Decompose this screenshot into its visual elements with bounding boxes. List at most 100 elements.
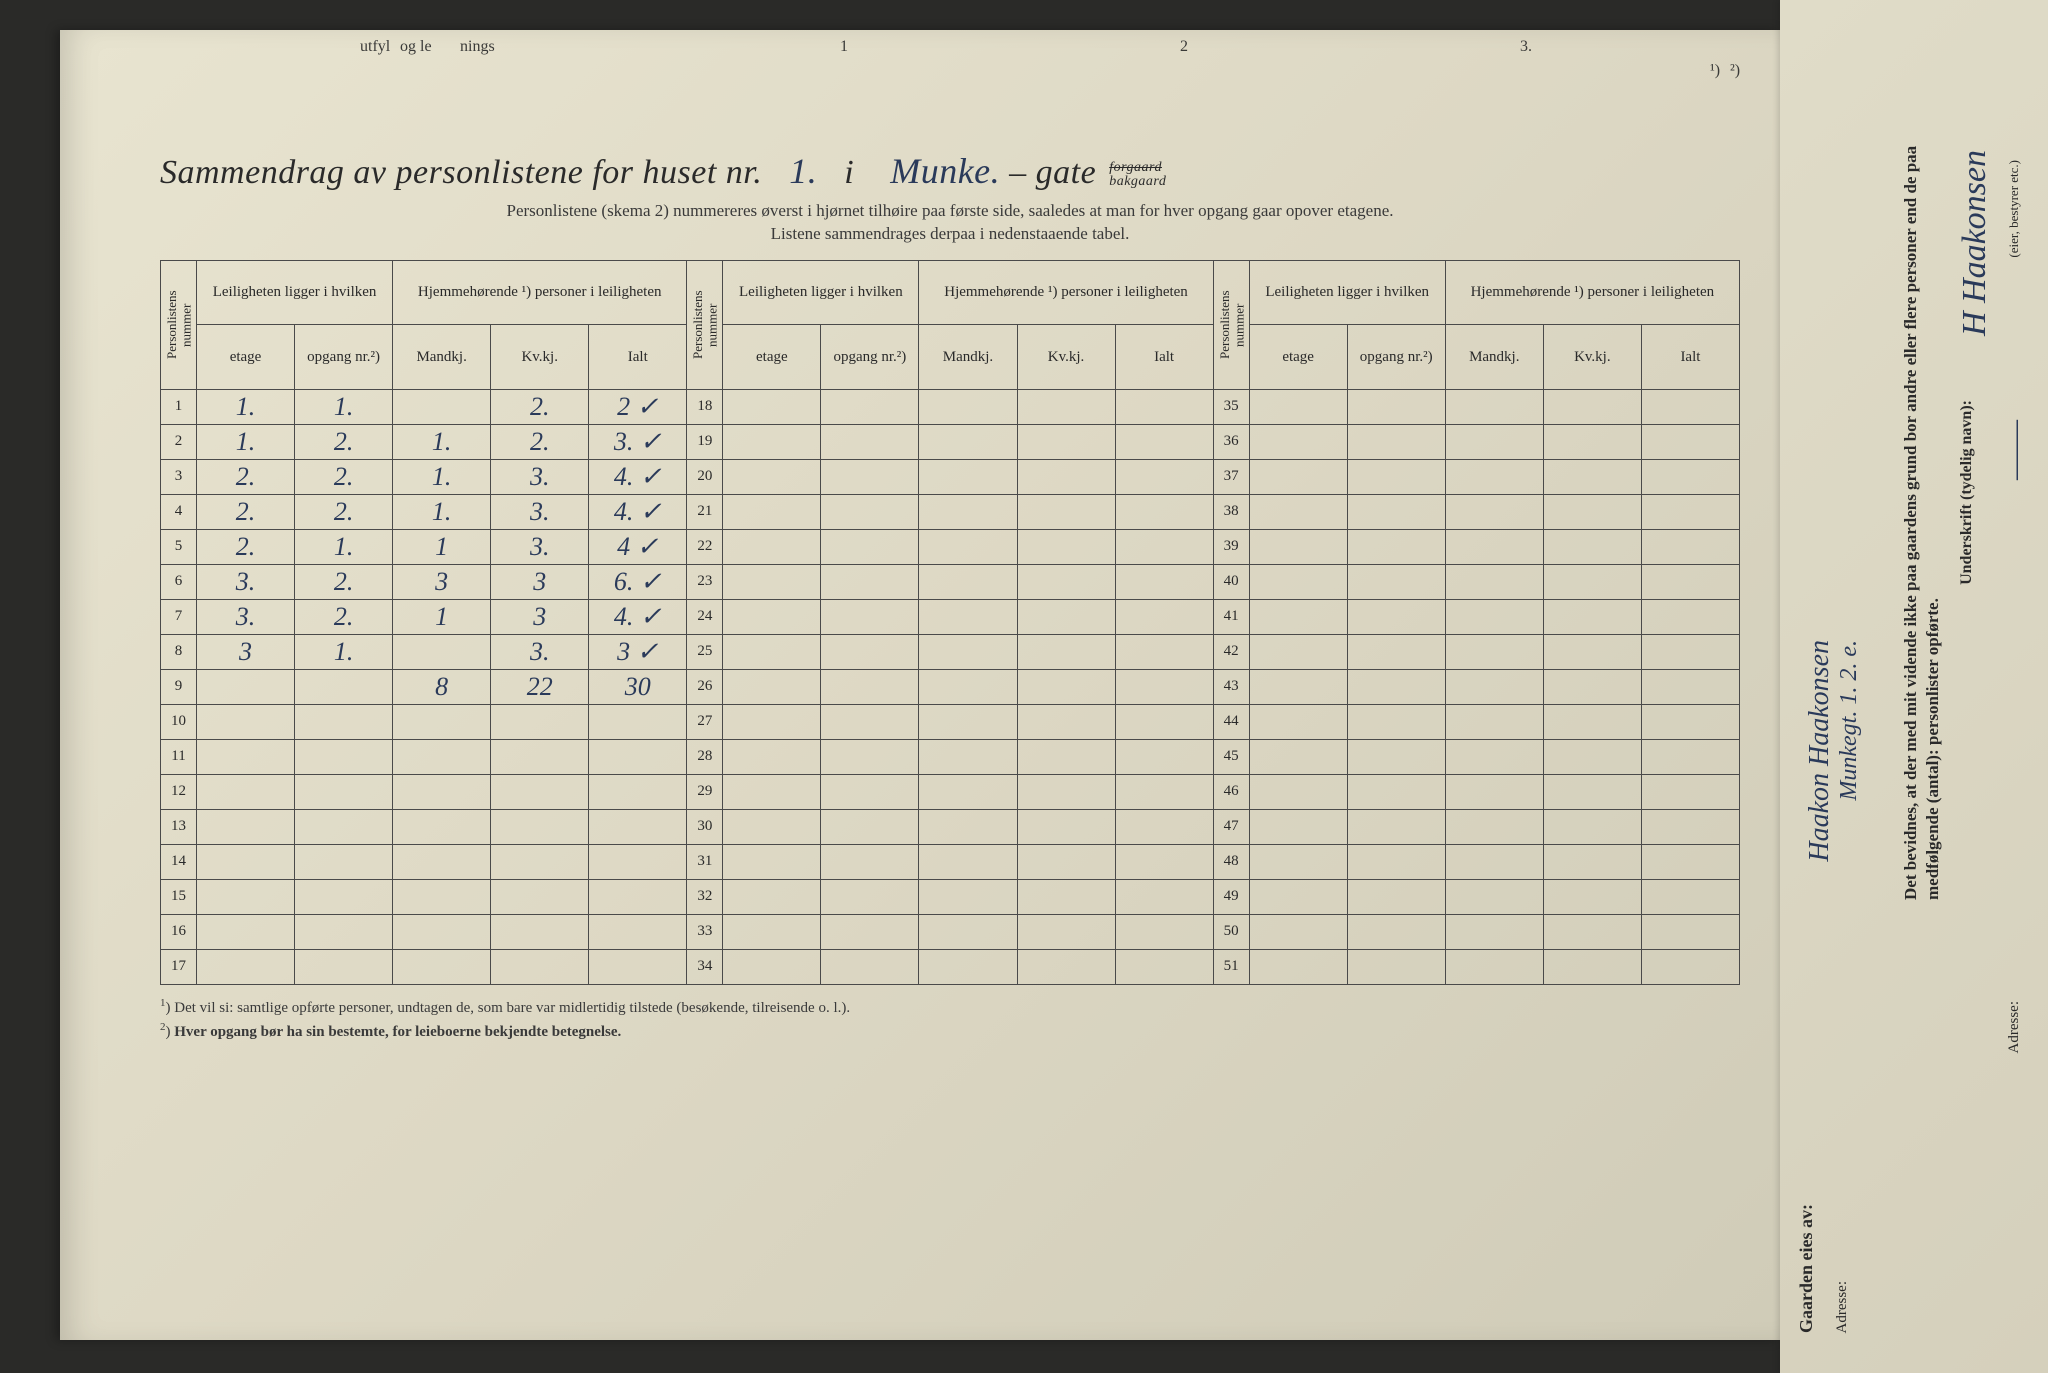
cell-pn: 13 (161, 809, 197, 844)
cell-empty (919, 564, 1017, 599)
cell-empty (919, 599, 1017, 634)
instr-line2: Listene sammendrages derpaa i nedenstaae… (771, 224, 1130, 243)
hdr-mandkj: Mandkj. (1445, 325, 1543, 390)
cell-pn: 38 (1213, 494, 1249, 529)
cell-mandkj: 1 (393, 529, 491, 564)
cell-kvkj (491, 704, 589, 739)
cell-empty (1445, 774, 1543, 809)
cell-empty (919, 494, 1017, 529)
cell-pn: 39 (1213, 529, 1249, 564)
cell-empty (1347, 494, 1445, 529)
cell-empty (1347, 669, 1445, 704)
cell-opgang: 1. (295, 389, 393, 424)
cell-pn: 29 (687, 774, 723, 809)
title-line: Sammendrag av personlistene for huset nr… (160, 150, 1740, 192)
cell-opgang (295, 844, 393, 879)
cell-etage (197, 669, 295, 704)
cell-empty (919, 774, 1017, 809)
cell-kvkj: 3. (491, 634, 589, 669)
cell-mandkj (393, 389, 491, 424)
gate-options: forgaard bakgaard (1109, 161, 1166, 189)
cell-empty (1115, 879, 1213, 914)
cell-empty (1249, 809, 1347, 844)
summary-table: Personlistens nummer Leiligheten ligger … (160, 260, 1740, 985)
cell-ialt: 4. ✓ (589, 599, 687, 634)
cell-pn: 16 (161, 914, 197, 949)
cell-pn: 6 (161, 564, 197, 599)
cell-ialt (589, 704, 687, 739)
cell-empty (1445, 424, 1543, 459)
cutoff-frag: 2 (1180, 38, 1188, 56)
cell-empty (1115, 809, 1213, 844)
cell-pn: 10 (161, 704, 197, 739)
cell-pn: 37 (1213, 459, 1249, 494)
cell-pn: 49 (1213, 879, 1249, 914)
table-header: Personlistens nummer Leiligheten ligger … (161, 260, 1740, 389)
cell-mandkj: 1. (393, 494, 491, 529)
cell-pn: 23 (687, 564, 723, 599)
attestation-text: Det bevidnes, at der med mit vidende ikk… (1900, 140, 1944, 900)
cell-empty (1249, 529, 1347, 564)
cell-empty (1543, 634, 1641, 669)
cell-mandkj (393, 844, 491, 879)
table-row: 21.2.1.2.3. ✓1936 (161, 424, 1740, 459)
cell-empty (1543, 774, 1641, 809)
cell-empty (723, 844, 821, 879)
cell-empty (1017, 949, 1115, 984)
cell-empty (1347, 564, 1445, 599)
cell-etage (197, 704, 295, 739)
cell-empty (1543, 564, 1641, 599)
cell-mandkj (393, 774, 491, 809)
cell-empty (1249, 564, 1347, 599)
cell-empty (723, 739, 821, 774)
cell-empty (1445, 669, 1543, 704)
cell-empty (1641, 739, 1739, 774)
hdr-leil: Leiligheten ligger i hvilken (1249, 260, 1445, 325)
cell-pn: 42 (1213, 634, 1249, 669)
cell-etage (197, 739, 295, 774)
cell-empty (723, 914, 821, 949)
hdr-kvkj: Kv.kj. (491, 325, 589, 390)
hdr-ialt: Ialt (1641, 325, 1739, 390)
cell-etage: 1. (197, 424, 295, 459)
cell-empty (1641, 634, 1739, 669)
cell-empty (1543, 529, 1641, 564)
cell-empty (1115, 774, 1213, 809)
cell-empty (1543, 459, 1641, 494)
cell-empty (1347, 774, 1445, 809)
hdr-kvkj: Kv.kj. (1017, 325, 1115, 390)
cell-empty (821, 669, 919, 704)
cell-pn: 12 (161, 774, 197, 809)
cell-empty (1445, 564, 1543, 599)
cell-empty (1115, 669, 1213, 704)
cell-empty (1641, 389, 1739, 424)
table-row: 153249 (161, 879, 1740, 914)
cell-empty (919, 529, 1017, 564)
cell-pn: 45 (1213, 739, 1249, 774)
cell-empty (1445, 914, 1543, 949)
cell-etage: 3. (197, 564, 295, 599)
cell-empty (821, 529, 919, 564)
cell-empty (821, 809, 919, 844)
main-signature: H Haakonsen (1956, 150, 1994, 336)
cell-etage: 1. (197, 389, 295, 424)
cell-opgang (295, 949, 393, 984)
cutoff-frag: ¹) (1710, 62, 1720, 80)
cell-etage (197, 774, 295, 809)
cell-empty (1017, 389, 1115, 424)
cell-empty (1543, 599, 1641, 634)
table-row: 112845 (161, 739, 1740, 774)
cell-empty (1543, 809, 1641, 844)
cell-empty (723, 424, 821, 459)
title-gate: – gate (1009, 154, 1096, 191)
cell-empty (1445, 844, 1543, 879)
cell-empty (919, 879, 1017, 914)
cell-empty (821, 564, 919, 599)
cell-empty (1347, 914, 1445, 949)
cell-empty (723, 494, 821, 529)
cell-empty (1249, 879, 1347, 914)
cell-opgang (295, 809, 393, 844)
cell-empty (1249, 424, 1347, 459)
cell-kvkj (491, 844, 589, 879)
footnote-2: 2) Hver opgang bør ha sin bestemte, for … (160, 1019, 1740, 1044)
